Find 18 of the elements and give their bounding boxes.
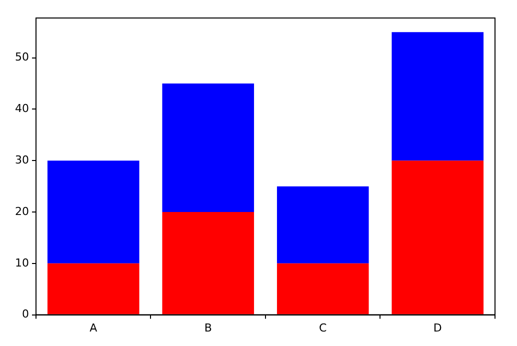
bar [392,32,484,161]
y-tick-label: 0 [22,308,29,321]
bar [162,84,254,212]
bar [392,160,484,314]
x-tick-label: C [319,321,328,334]
bar [162,212,254,314]
y-tick-label: 10 [14,256,29,270]
bar [276,186,369,264]
x-tick-label: A [90,321,98,334]
y-tick-label: 50 [14,50,29,64]
x-tick-label: B [204,321,212,334]
x-tick-label: D [433,321,442,334]
y-tick-label: 30 [14,153,29,166]
y-tick-label: 40 [14,102,29,116]
bar [47,263,140,314]
y-tick-label: 20 [14,204,29,218]
bar [276,263,369,314]
bar [47,160,140,264]
